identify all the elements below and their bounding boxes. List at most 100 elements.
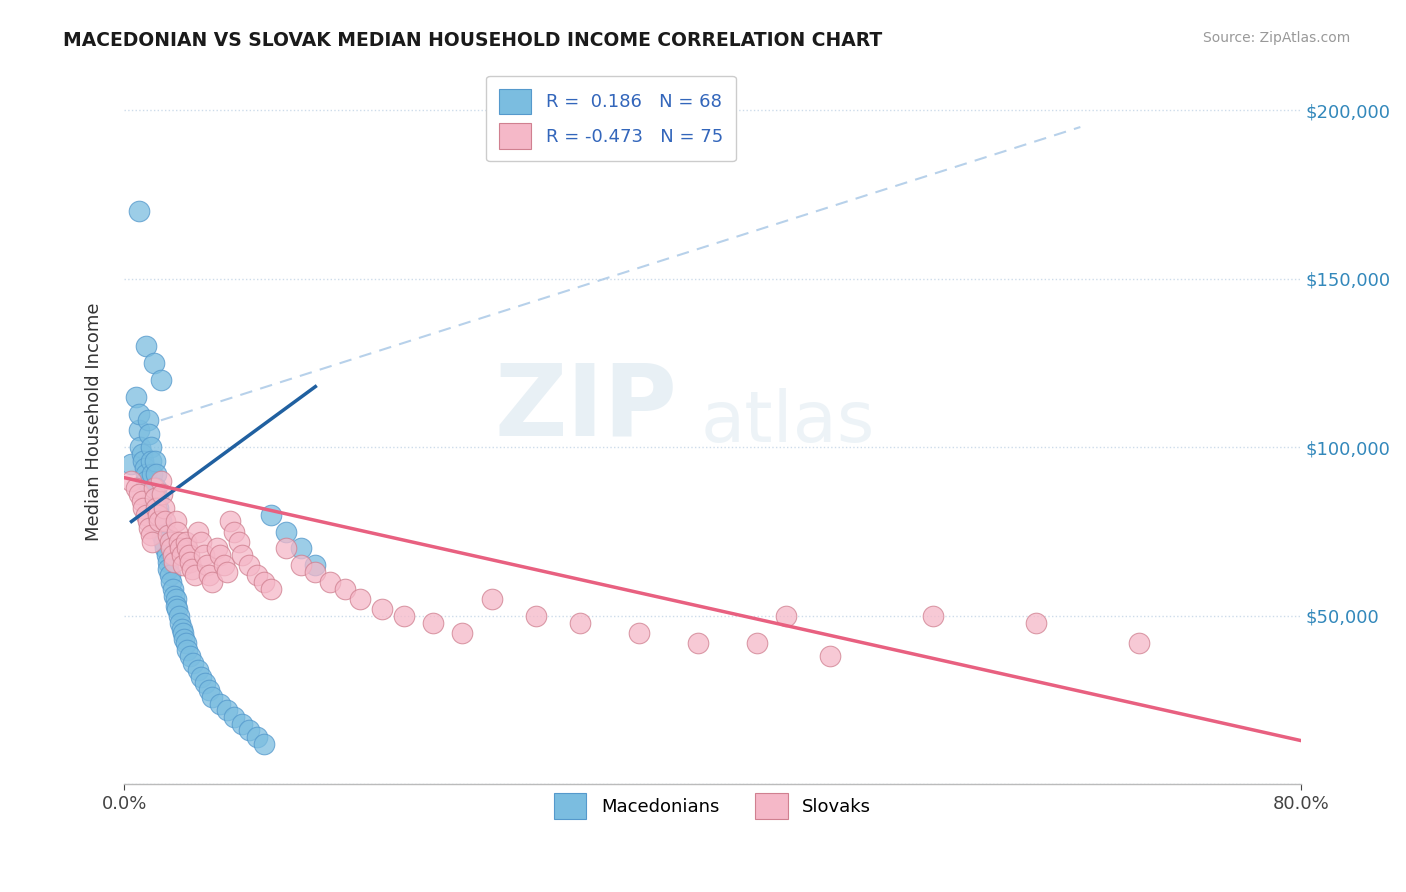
Point: [166, 524, 188, 539]
Point: [162, 548, 184, 562]
Point: [155, 541, 177, 556]
Point: [481, 592, 503, 607]
Point: [198, 683, 221, 698]
Point: [135, 508, 157, 522]
Point: [157, 562, 180, 576]
Point: [160, 541, 183, 556]
Point: [231, 548, 253, 562]
Point: [245, 568, 267, 582]
Point: [304, 565, 326, 579]
Point: [148, 515, 170, 529]
Point: [165, 599, 187, 613]
Point: [422, 615, 444, 630]
Point: [922, 608, 945, 623]
Point: [149, 521, 172, 535]
Point: [169, 541, 191, 556]
Legend: Macedonians, Slovaks: Macedonians, Slovaks: [547, 786, 879, 826]
Point: [205, 541, 228, 556]
Point: [136, 413, 159, 427]
Point: [627, 625, 650, 640]
Point: [135, 474, 157, 488]
Point: [157, 555, 180, 569]
Point: [174, 636, 197, 650]
Point: [198, 568, 221, 582]
Point: [231, 716, 253, 731]
Point: [139, 440, 162, 454]
Point: [165, 515, 187, 529]
Point: [208, 697, 231, 711]
Point: [208, 548, 231, 562]
Point: [135, 339, 157, 353]
Point: [170, 548, 193, 562]
Point: [135, 467, 157, 482]
Point: [146, 508, 169, 522]
Point: [149, 474, 172, 488]
Point: [150, 487, 173, 501]
Point: [176, 642, 198, 657]
Point: [224, 710, 246, 724]
Point: [201, 690, 224, 704]
Point: [173, 632, 195, 647]
Text: MACEDONIAN VS SLOVAK MEDIAN HOUSEHOLD INCOME CORRELATION CHART: MACEDONIAN VS SLOVAK MEDIAN HOUSEHOLD IN…: [63, 31, 883, 50]
Point: [775, 608, 797, 623]
Point: [134, 460, 156, 475]
Point: [349, 592, 371, 607]
Point: [179, 649, 201, 664]
Point: [150, 528, 173, 542]
Point: [184, 568, 207, 582]
Point: [155, 515, 177, 529]
Point: [228, 534, 250, 549]
Point: [131, 447, 153, 461]
Point: [128, 424, 150, 438]
Point: [129, 440, 152, 454]
Y-axis label: Median Household Income: Median Household Income: [86, 302, 103, 541]
Point: [304, 558, 326, 573]
Point: [820, 649, 842, 664]
Point: [128, 407, 150, 421]
Point: [172, 625, 194, 640]
Point: [145, 500, 167, 515]
Point: [149, 515, 172, 529]
Point: [142, 481, 165, 495]
Point: [224, 524, 246, 539]
Point: [153, 534, 176, 549]
Point: [176, 541, 198, 556]
Point: [167, 534, 190, 549]
Point: [156, 548, 179, 562]
Point: [157, 528, 180, 542]
Point: [187, 524, 209, 539]
Point: [201, 575, 224, 590]
Point: [238, 723, 260, 738]
Point: [160, 575, 183, 590]
Point: [190, 669, 212, 683]
Point: [145, 467, 167, 482]
Point: [745, 636, 768, 650]
Point: [125, 390, 148, 404]
Text: Source: ZipAtlas.com: Source: ZipAtlas.com: [1202, 31, 1350, 45]
Point: [172, 558, 194, 573]
Point: [1025, 615, 1047, 630]
Point: [148, 508, 170, 522]
Point: [1128, 636, 1150, 650]
Point: [159, 568, 181, 582]
Point: [219, 515, 242, 529]
Point: [451, 625, 474, 640]
Point: [142, 494, 165, 508]
Point: [163, 589, 186, 603]
Point: [139, 454, 162, 468]
Point: [274, 541, 297, 556]
Point: [194, 676, 217, 690]
Point: [149, 373, 172, 387]
Point: [132, 500, 155, 515]
Point: [143, 491, 166, 505]
Point: [370, 602, 392, 616]
Point: [141, 467, 163, 482]
Point: [524, 608, 547, 623]
Point: [128, 487, 150, 501]
Point: [167, 608, 190, 623]
Point: [190, 534, 212, 549]
Point: [159, 534, 181, 549]
Point: [121, 474, 143, 488]
Point: [162, 582, 184, 596]
Point: [179, 555, 201, 569]
